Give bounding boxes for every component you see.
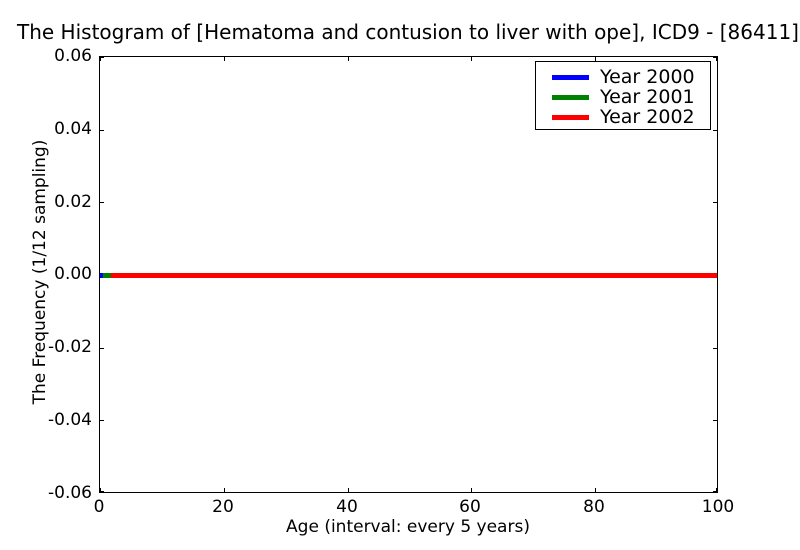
x-tick <box>716 488 717 492</box>
y-tick <box>713 491 717 492</box>
x-tick-label: 20 <box>212 497 234 517</box>
y-tick-label: 0.00 <box>54 264 92 284</box>
y-tick-label: 0.06 <box>54 46 92 66</box>
x-tick-label: 40 <box>336 497 358 517</box>
x-tick-label: 0 <box>93 497 105 517</box>
x-tick <box>348 57 349 61</box>
legend-label: Year 2000 <box>600 66 695 88</box>
chart-title: The Histogram of [Hematoma and contusion… <box>17 20 799 44</box>
x-tick <box>224 57 225 61</box>
legend-label: Year 2002 <box>600 106 695 128</box>
x-axis-label: Age (interval: every 5 years) <box>286 517 530 537</box>
x-tick <box>100 57 101 61</box>
series-line-year-2001 <box>103 273 111 278</box>
x-tick <box>595 57 596 61</box>
y-tick <box>100 348 104 349</box>
y-tick <box>100 57 104 58</box>
x-tick <box>100 488 101 492</box>
y-tick-label: -0.02 <box>48 337 92 357</box>
x-tick-label: 100 <box>701 497 735 517</box>
y-tick <box>713 57 717 58</box>
y-tick <box>100 202 104 203</box>
legend-line-sample-year-2000 <box>552 74 589 80</box>
y-tick-label: 0.02 <box>54 192 92 212</box>
x-tick <box>224 488 225 492</box>
y-axis-label: The Frequency (1/12 sampling) <box>30 139 50 405</box>
legend-item: Year 2002 <box>536 107 710 127</box>
y-tick <box>100 491 104 492</box>
legend-item: Year 2001 <box>536 87 710 107</box>
legend-label: Year 2001 <box>600 86 695 108</box>
y-tick <box>713 130 717 131</box>
y-tick-label: -0.06 <box>48 483 92 503</box>
x-tick <box>716 57 717 61</box>
y-tick-label: 0.04 <box>54 119 92 139</box>
x-tick-label: 60 <box>459 497 481 517</box>
y-tick-label: -0.04 <box>48 410 92 430</box>
y-tick <box>100 130 104 131</box>
y-tick <box>100 420 104 421</box>
x-tick <box>595 488 596 492</box>
x-tick-label: 80 <box>583 497 605 517</box>
legend-line-sample-year-2001 <box>552 94 589 100</box>
legend: Year 2000 Year 2001 Year 2002 <box>535 61 711 130</box>
legend-line-sample-year-2002 <box>552 114 589 120</box>
series-line-year-2000 <box>100 273 103 278</box>
x-tick <box>471 488 472 492</box>
x-tick <box>471 57 472 61</box>
series-line-year-2002 <box>111 273 717 278</box>
y-tick <box>713 348 717 349</box>
legend-item: Year 2000 <box>536 67 710 87</box>
y-tick <box>713 202 717 203</box>
y-tick <box>713 420 717 421</box>
x-tick <box>348 488 349 492</box>
